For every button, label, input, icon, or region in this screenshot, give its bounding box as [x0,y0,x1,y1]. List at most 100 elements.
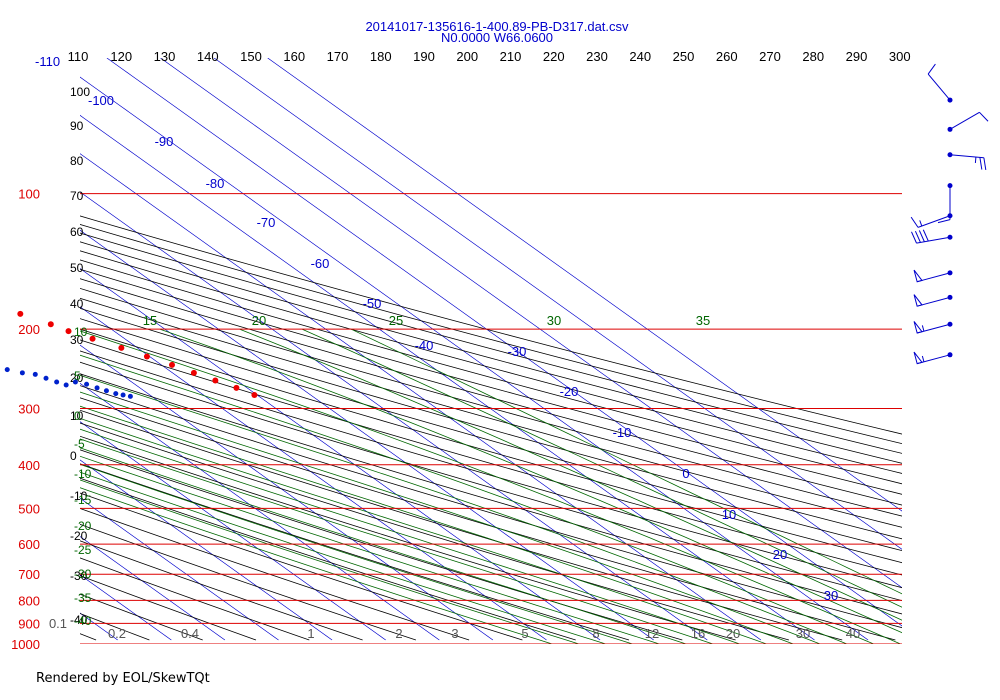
isotherm-line [160,58,902,589]
moist-top-label: 20 [252,313,266,328]
dry-adiabat-line [80,307,902,540]
dry-adiabat-line [80,297,902,528]
isotherm-label: 30 [824,588,838,603]
wind-barb [911,229,953,244]
temperature-point [190,369,197,376]
mixing-ratio-label: 3 [451,626,458,641]
theta-top-label: 170 [327,49,349,64]
theta-top-label: 230 [586,49,608,64]
pressure-label: 200 [18,322,40,337]
isotherm-label: -30 [508,344,527,359]
mixing-ratio-label: 0.1 [49,616,67,631]
isotherm-line [80,153,762,641]
wind-barb-half-feather [919,220,923,227]
pressure-label: 400 [18,458,40,473]
theta-top-label: 200 [456,49,478,64]
dry-adiabat-line [80,232,902,454]
temperature-point [233,384,240,391]
grid-layer [0,58,902,644]
mixing-ratio-label: 1 [307,626,314,641]
moist-adiabat-label: -20 [74,519,92,533]
wind-barb-feather [914,230,921,243]
pressure-label: 1000 [11,637,40,652]
dry-adiabat-line [80,259,902,485]
dewpoint-point [63,382,69,388]
wind-barb [913,321,953,334]
mixing-ratio-label: 0.2 [108,626,126,641]
dry-adiabat-line [80,215,902,435]
dry-adiabat-label: 70 [70,189,84,203]
dry-adiabat-label: 50 [70,261,84,275]
dewpoint-point [113,391,119,397]
theta-top-label: 120 [110,49,132,64]
dry-adiabat-line [80,422,790,641]
moist-top-label: 15 [143,313,157,328]
moist-top-label: 35 [696,313,710,328]
wind-barb [927,63,953,103]
isotherm-line [80,459,333,641]
temperature-point [17,310,24,317]
wind-barb-shaft [949,154,984,159]
wind-barb-shaft [917,296,951,307]
dry-adiabat-line [80,575,257,641]
chart-title: 20141017-135616-1-400.89-PB-D317.dat.csv [365,19,629,34]
theta-top-label: 250 [673,49,695,64]
isotherm-label: -50 [363,296,382,311]
theta-top-label: 140 [197,49,219,64]
wind-barb-feather [937,219,951,224]
wind-barb-feather [910,216,919,228]
moist-adiabat-line [351,328,902,595]
wind-barb-feather [983,157,987,171]
isotherm-label: -20 [560,384,579,399]
theta-top-label: 160 [283,49,305,64]
theta-top-label: 240 [629,49,651,64]
dewpoint-point [54,379,60,385]
wind-barb-feather [922,229,929,242]
isotherm-line [80,612,118,641]
dry-adiabat-line [80,397,896,641]
dry-adiabat-line [80,385,902,629]
temperature-point [251,391,258,398]
wind-barb-feather [918,230,925,242]
dry-adiabat-line [80,540,363,641]
moist-adiabat-label: 10 [74,325,88,339]
isotherm-line [80,382,440,641]
dry-adiabat-line [80,250,902,474]
chart-subtitle: N0.0000 W66.0600 [441,30,553,45]
dry-adiabat-label: 100 [70,85,90,99]
isotherm-label: -80 [206,176,225,191]
moist-adiabat-label: -15 [74,493,92,507]
dry-adiabat-line [80,477,576,641]
wind-barb-half-feather [921,325,925,332]
data-layer [4,310,258,399]
wind-barb [913,351,953,365]
dry-adiabat-line [80,361,902,602]
dry-adiabat-label: 0 [70,449,77,463]
temperature-point [143,353,150,360]
wind-barb-half-feather [974,156,977,164]
wind-barb-feather [979,157,983,170]
dry-adiabat-line [80,492,523,641]
isotherm-label: 20 [773,547,787,562]
theta-top-label: 290 [846,49,868,64]
isotherm-line [267,58,902,512]
wind-barb-feather [911,231,917,244]
wind-barb-layer [910,63,989,365]
pressure-label: 600 [18,537,40,552]
moist-adiabat-label: 0 [74,409,81,423]
theta-top-label: 130 [154,49,176,64]
temperature-point [89,335,96,342]
wind-barb [913,269,953,283]
isotherm-line [80,421,386,641]
mixing-ratio-label: 5 [521,626,528,641]
dry-adiabat-line [80,287,902,517]
theta-top-label: 280 [802,49,824,64]
moist-adiabat-label: -10 [74,467,92,481]
isotherm-line [80,536,226,641]
moist-top-label: 30 [547,313,561,328]
isotherm-line [0,58,64,640]
dry-adiabat-line [80,224,902,445]
dewpoint-point [94,385,100,391]
wind-barb-feather [979,111,989,122]
